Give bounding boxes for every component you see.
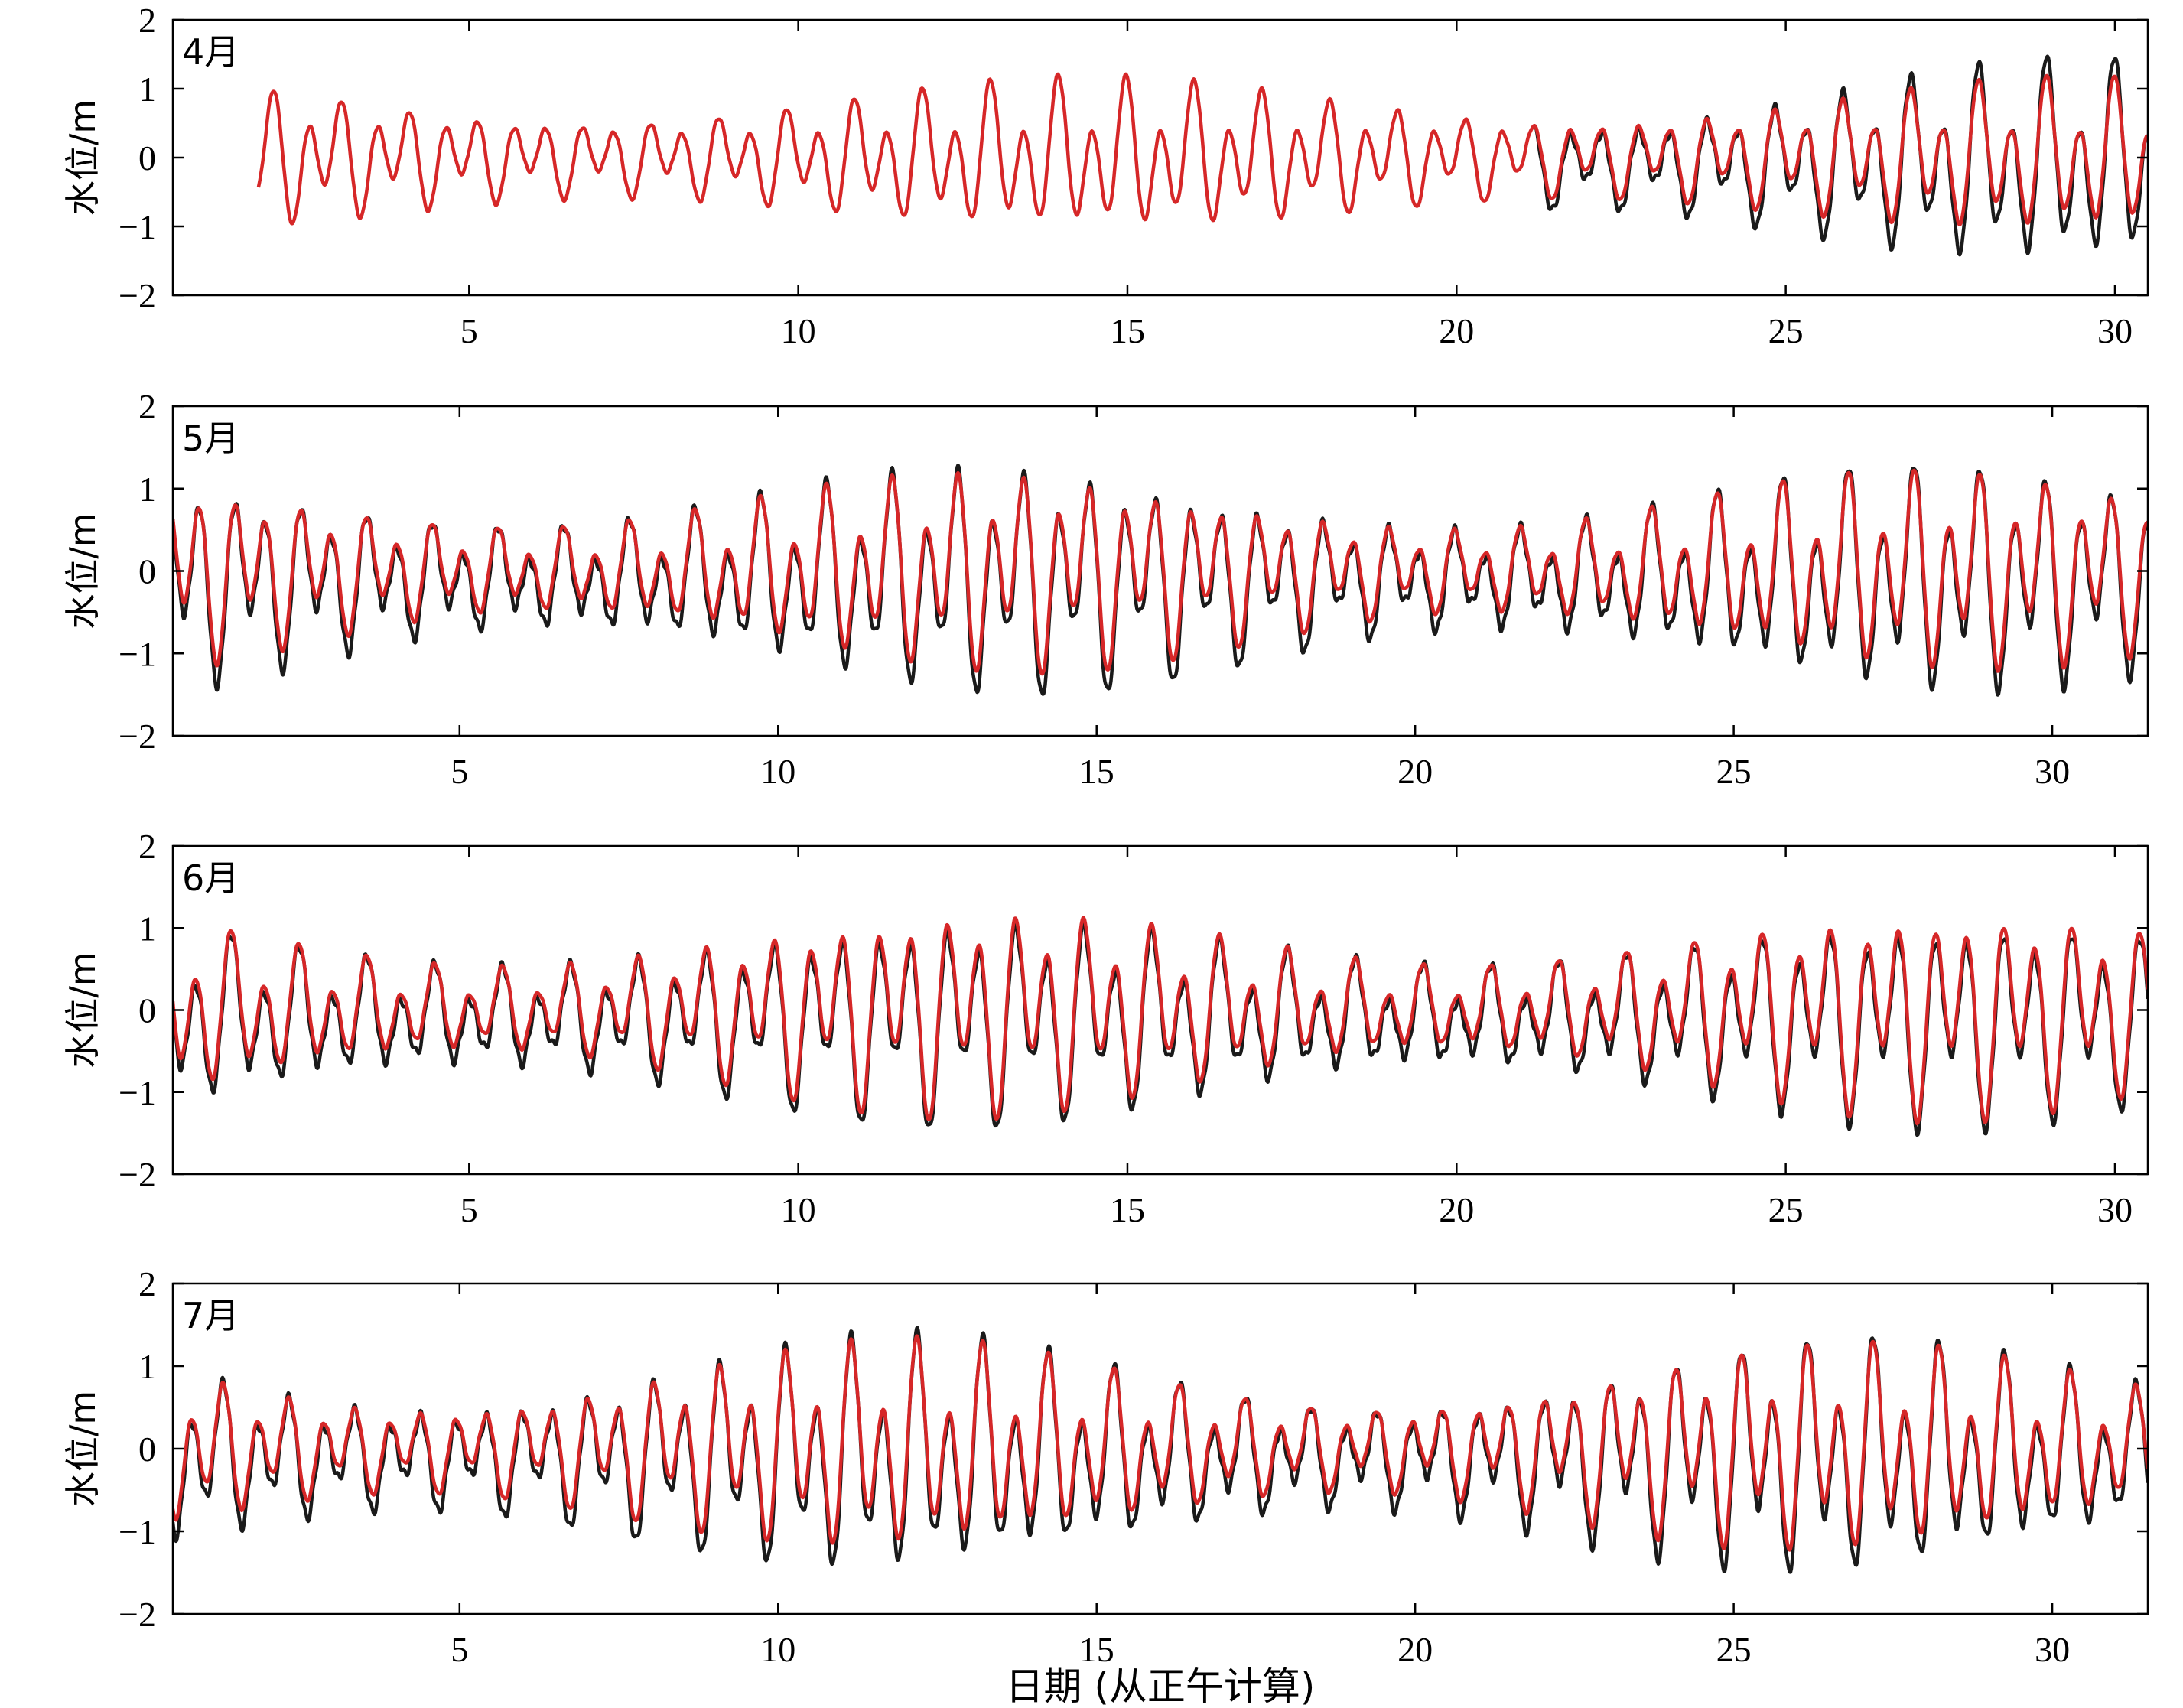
x-tick-label: 30	[2097, 1190, 2133, 1229]
y-tick-label: 2	[138, 827, 156, 866]
y-tick-label: 1	[138, 909, 156, 948]
y-tick-label: 1	[138, 1347, 156, 1386]
x-tick-label: 10	[781, 1190, 816, 1229]
x-tick-label: 5	[460, 311, 478, 350]
y-tick-label: 1	[138, 70, 156, 109]
y-tick-label: −1	[119, 1512, 156, 1551]
x-axis-label: 日期 (从正午计算)	[1006, 1664, 1316, 1708]
x-tick-label: 25	[1768, 1190, 1804, 1229]
x-tick-label: 15	[1079, 1630, 1114, 1669]
x-tick-label: 30	[2035, 1630, 2070, 1669]
x-tick-label: 10	[781, 311, 816, 350]
y-tick-label: −2	[119, 276, 156, 315]
y-tick-label: −1	[119, 634, 156, 673]
y-tick-label: −2	[119, 1595, 156, 1634]
x-tick-label: 25	[1716, 752, 1752, 791]
series-line-observed	[173, 463, 2148, 697]
y-axis-label: 水位/m	[62, 1391, 103, 1507]
x-tick-label: 5	[460, 1190, 478, 1229]
x-tick-label: 5	[451, 752, 468, 791]
y-tick-label: 2	[138, 387, 156, 426]
series-line-model	[173, 916, 2148, 1126]
x-tick-label: 25	[1768, 311, 1804, 350]
y-axis-label: 水位/m	[62, 512, 103, 629]
x-tick-label: 20	[1397, 752, 1433, 791]
panel-month-label: 5月	[182, 418, 239, 459]
y-tick-label: −2	[119, 717, 156, 756]
x-tick-label: 10	[760, 1630, 795, 1669]
x-tick-label: 20	[1439, 1190, 1474, 1229]
series-line-model	[173, 1334, 2148, 1552]
series-line-model	[256, 72, 2148, 226]
x-tick-label: 10	[760, 752, 795, 791]
y-axis-label: 水位/m	[62, 952, 103, 1068]
x-tick-label: 15	[1079, 752, 1114, 791]
plot-frame	[171, 1282, 2149, 1615]
y-tick-label: 0	[138, 138, 156, 177]
x-tick-label: 25	[1716, 1630, 1752, 1669]
y-tick-label: −2	[119, 1155, 156, 1194]
series-line-model	[173, 468, 2148, 676]
panel-month-label: 6月	[182, 857, 239, 899]
x-tick-label: 20	[1439, 311, 1474, 350]
y-tick-label: 1	[138, 470, 156, 509]
y-tick-label: 2	[138, 1, 156, 40]
y-tick-label: −1	[119, 1073, 156, 1112]
x-tick-label: 15	[1110, 1190, 1145, 1229]
x-tick-label: 30	[2035, 752, 2070, 791]
y-tick-label: 0	[138, 991, 156, 1030]
y-tick-label: 0	[138, 1430, 156, 1469]
y-tick-label: 0	[138, 552, 156, 591]
y-tick-label: −1	[119, 207, 156, 246]
panel-month-label: 7月	[182, 1295, 239, 1336]
y-axis-label: 水位/m	[62, 99, 103, 216]
x-tick-label: 5	[451, 1630, 468, 1669]
x-tick-label: 20	[1397, 1630, 1433, 1669]
x-tick-label: 15	[1110, 311, 1145, 350]
panel-month-label: 4月	[182, 31, 239, 73]
y-tick-label: 2	[138, 1264, 156, 1303]
x-tick-label: 30	[2097, 311, 2133, 350]
